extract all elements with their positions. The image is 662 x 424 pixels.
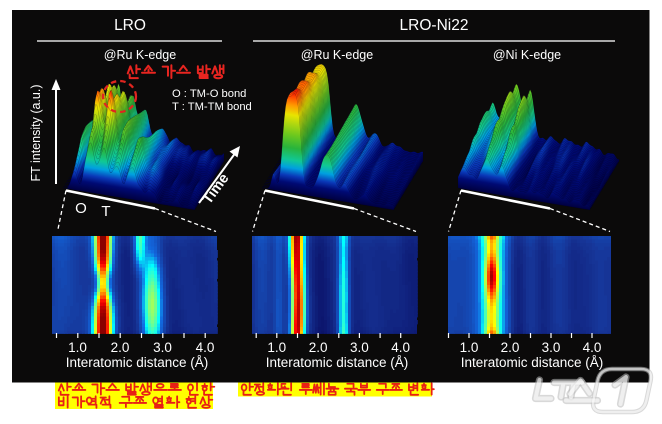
svg-text:4.0: 4.0 <box>583 340 602 355</box>
svg-text:3.0: 3.0 <box>350 340 369 355</box>
svg-text:Interatomic distance (Å): Interatomic distance (Å) <box>66 355 209 370</box>
svg-text:@Ru K-edge: @Ru K-edge <box>104 48 176 62</box>
svg-text:1.0: 1.0 <box>460 340 479 355</box>
svg-text:T: T <box>101 203 110 220</box>
svg-text:LRO-Ni22: LRO-Ni22 <box>400 17 469 34</box>
svg-text:@Ni K-edge: @Ni K-edge <box>493 48 561 62</box>
svg-text:2.0: 2.0 <box>501 340 520 355</box>
svg-text:FT intensity (a.u.): FT intensity (a.u.) <box>29 84 43 181</box>
svg-text:Interatomic distance (Å): Interatomic distance (Å) <box>461 355 604 370</box>
svg-text:1.0: 1.0 <box>68 340 87 355</box>
svg-text:LRO: LRO <box>114 17 146 34</box>
svg-text:O: O <box>75 200 87 217</box>
svg-text:1.0: 1.0 <box>267 340 286 355</box>
svg-text:Interatomic distance (Å): Interatomic distance (Å) <box>266 355 409 370</box>
svg-text:@Ru K-edge: @Ru K-edge <box>301 48 373 62</box>
svg-text:T : TM-TM bond: T : TM-TM bond <box>172 101 252 113</box>
svg-text:4.0: 4.0 <box>196 340 215 355</box>
svg-text:O : TM-O bond: O : TM-O bond <box>172 88 246 100</box>
svg-text:4.0: 4.0 <box>391 340 410 355</box>
svg-text:2.0: 2.0 <box>309 340 328 355</box>
svg-text:3.0: 3.0 <box>153 340 172 355</box>
svg-text:3.0: 3.0 <box>542 340 561 355</box>
svg-text:2.0: 2.0 <box>111 340 130 355</box>
